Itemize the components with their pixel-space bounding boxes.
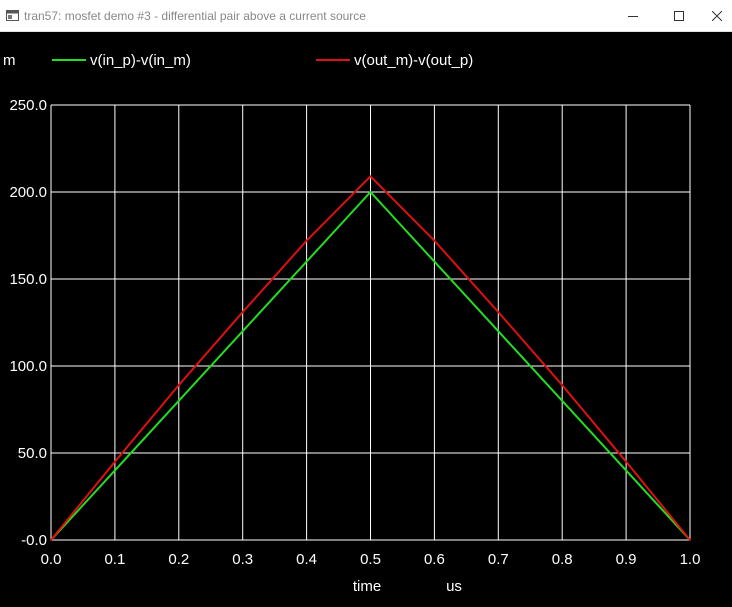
x-tick-label-8: 0.8 <box>552 551 573 568</box>
legend: m v(in_p)-v(in_m) v(out_m)-v(out_p) <box>3 52 473 69</box>
series-1-point-8 <box>561 400 563 402</box>
x-tick-label-0: 0.0 <box>41 551 62 568</box>
y-unit-label: m <box>3 52 16 69</box>
series-1-point-9 <box>625 470 627 472</box>
close-icon <box>712 11 722 21</box>
x-tick-label-3: 0.3 <box>232 551 253 568</box>
minimize-icon <box>628 11 638 21</box>
series-2-point-2 <box>178 384 180 386</box>
series-1-point-1 <box>114 470 116 472</box>
window-title: tran57: mosfet demo #3 - differential pa… <box>24 9 366 23</box>
y-tick-label-5: 250.0 <box>9 97 47 114</box>
series-1-point-2 <box>178 400 180 402</box>
series-1-point-3 <box>242 330 244 332</box>
x-tick-label-1: 0.1 <box>104 551 125 568</box>
series-2-point-9 <box>625 461 627 463</box>
tick-labels: 0.0 0.1 0.2 0.3 0.4 0.5 0.6 0.7 0.8 0.9 1.0 -0.0 50.… <box>9 97 700 568</box>
y-tick-label-0: -0.0 <box>21 532 47 549</box>
series-2-point-7 <box>498 311 500 313</box>
series-1-point-7 <box>498 330 500 332</box>
y-tick-label-2: 100.0 <box>9 358 47 375</box>
x-tick-label-10: 1.0 <box>680 551 701 568</box>
series-2-point-5 <box>370 176 372 178</box>
legend-label-series-2: v(out_m)-v(out_p) <box>354 52 473 69</box>
y-tick-label-1: 50.0 <box>18 445 47 462</box>
app-icon <box>6 10 19 21</box>
close-button[interactable] <box>702 0 732 32</box>
x-tick-label-2: 0.2 <box>168 551 189 568</box>
x-axis-label: time <box>353 578 381 595</box>
series-2-point-0 <box>50 539 52 541</box>
series-2-point-10 <box>689 539 691 541</box>
x-tick-label-9: 0.9 <box>616 551 637 568</box>
maximize-button[interactable] <box>656 0 702 32</box>
x-tick-label-6: 0.6 <box>424 551 445 568</box>
legend-label-series-1: v(in_p)-v(in_m) <box>90 52 191 69</box>
series-2-point-4 <box>306 240 308 242</box>
minimize-button[interactable] <box>610 0 656 32</box>
title-bar: tran57: mosfet demo #3 - differential pa… <box>0 0 732 32</box>
grid <box>51 105 690 540</box>
series-1-point-5 <box>370 191 372 193</box>
x-tick-label-4: 0.4 <box>296 551 317 568</box>
y-tick-label-4: 200.0 <box>9 184 47 201</box>
plot-area: 0.0 0.1 0.2 0.3 0.4 0.5 0.6 0.7 0.8 0.9 1.0 -0.0 50.… <box>0 32 732 607</box>
series-2-point-6 <box>434 240 436 242</box>
x-tick-label-7: 0.7 <box>488 551 509 568</box>
series-2-point-1 <box>114 461 116 463</box>
y-tick-label-3: 150.0 <box>9 271 47 288</box>
x-axis-unit: us <box>446 578 462 595</box>
x-tick-label-5: 0.5 <box>360 551 381 568</box>
series-1-point-4 <box>306 261 308 263</box>
series-2-point-8 <box>561 384 563 386</box>
series-1-point-6 <box>434 261 436 263</box>
series-2-point-3 <box>242 311 244 313</box>
maximize-icon <box>674 11 684 21</box>
